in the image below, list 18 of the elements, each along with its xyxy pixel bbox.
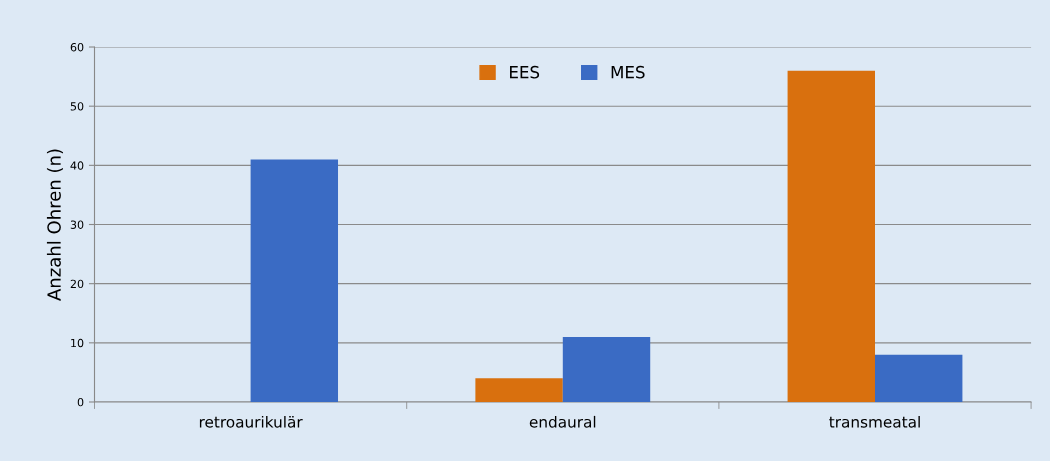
legend-label: MES [611, 65, 645, 79]
x-tick-label: retroaurikulär [199, 415, 303, 428]
bar [475, 378, 563, 402]
legend-label: EES [510, 65, 540, 79]
bar [875, 354, 963, 402]
y-tick-label: 30 [70, 220, 84, 229]
bar [787, 70, 875, 402]
y-tick-label: 60 [70, 43, 84, 52]
x-tick-label: transmeatal [829, 415, 920, 428]
y-tick-label: 20 [70, 279, 84, 289]
y-tick-label: 50 [70, 102, 84, 111]
y-tick-label: 10 [71, 338, 84, 348]
bar [562, 336, 651, 402]
y-tick-label: 40 [70, 161, 84, 170]
y-tick-label: 0 [77, 397, 84, 407]
x-tick-label: endaural [529, 415, 596, 428]
y-axis-title: Anzahl Ohren (n) [46, 149, 64, 301]
bar [250, 159, 339, 402]
